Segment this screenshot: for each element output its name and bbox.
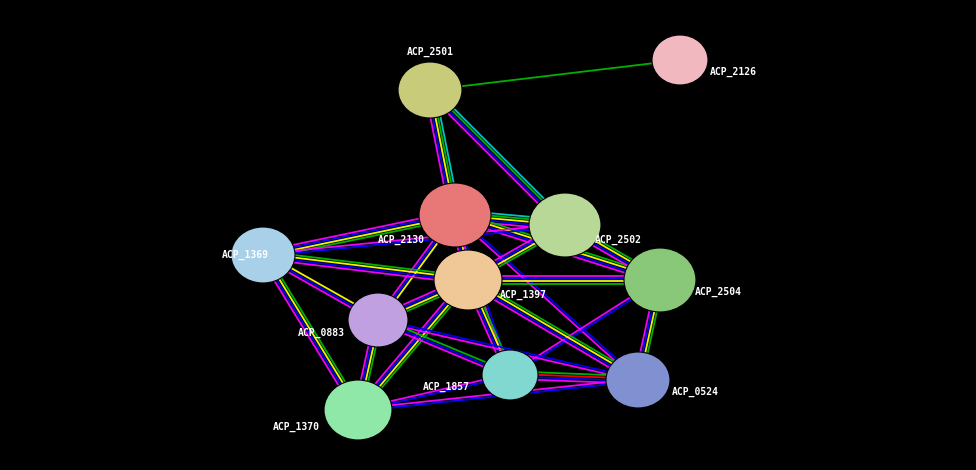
- Text: ACP_1370: ACP_1370: [273, 422, 320, 432]
- Text: ACP_0524: ACP_0524: [672, 387, 719, 397]
- Ellipse shape: [324, 380, 392, 440]
- Ellipse shape: [434, 250, 502, 310]
- Text: ACP_0883: ACP_0883: [298, 328, 345, 338]
- Text: ACP_1369: ACP_1369: [222, 250, 269, 260]
- Text: ACP_2504: ACP_2504: [695, 287, 742, 297]
- Text: ACP_2130: ACP_2130: [378, 235, 425, 245]
- Text: ACP_2126: ACP_2126: [710, 67, 757, 77]
- Ellipse shape: [652, 35, 708, 85]
- Text: ACP_2501: ACP_2501: [406, 47, 454, 57]
- Text: ACP_1397: ACP_1397: [500, 290, 547, 300]
- Ellipse shape: [348, 293, 408, 347]
- Text: ACP_2502: ACP_2502: [595, 235, 642, 245]
- Ellipse shape: [231, 227, 295, 283]
- Ellipse shape: [398, 62, 462, 118]
- Ellipse shape: [606, 352, 670, 408]
- Text: ACP_1857: ACP_1857: [423, 382, 470, 392]
- Ellipse shape: [624, 248, 696, 312]
- Ellipse shape: [482, 350, 538, 400]
- Ellipse shape: [529, 193, 601, 257]
- Ellipse shape: [419, 183, 491, 247]
